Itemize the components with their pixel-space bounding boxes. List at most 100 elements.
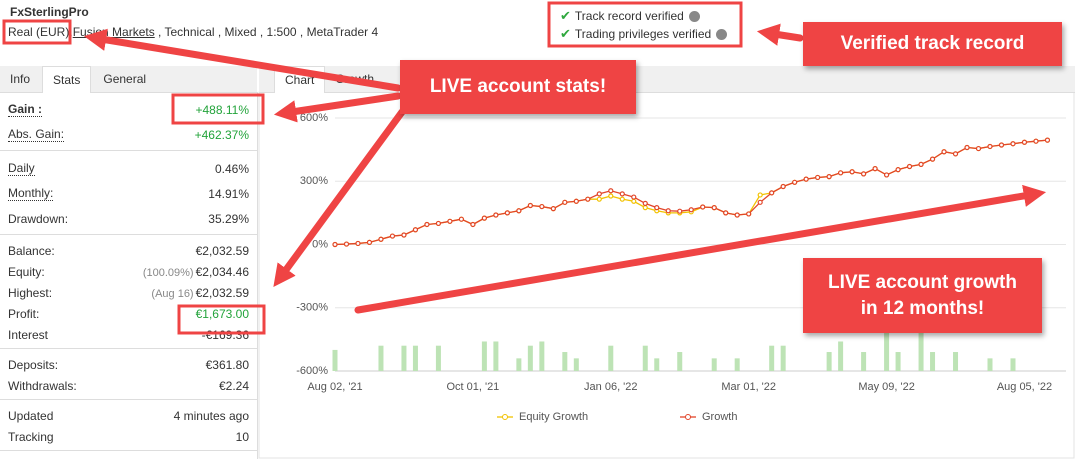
series-point [688,207,694,213]
volume-bar [734,358,740,371]
series-point [1021,139,1028,145]
stats-row: Drawdown: 35.29% [8,206,249,231]
volume-bar [435,345,441,371]
series-point [642,200,648,206]
series-point [1044,137,1051,143]
series-point [562,199,568,205]
series-point [458,216,465,222]
verification: ✔ Track record verified ✔ Trading privilege… [560,7,728,43]
series-point [493,212,499,218]
series-point [665,208,671,214]
series-point [792,179,798,185]
series-point [918,161,924,167]
stats-group: Gain : +488.11% Abs. Gain: +462.37% [0,92,257,151]
account-type: Real (EUR), [8,25,73,39]
tab[interactable]: Growth [335,72,375,86]
stats-value: 14.91% [208,186,249,201]
stats-row: Abs. Gain: +462.37% [8,122,249,147]
check-icon: ✔ [560,26,571,41]
stats-value: €2,032.59 [195,285,249,300]
stats-row: Equity: (100.09%) €2,034.46 [8,261,249,282]
left-tabs: Info Stats General [0,66,257,93]
stats-label: Monthly: [8,186,54,201]
series-point [860,171,867,177]
callout-text: Verified track record [840,33,1025,54]
broker-link[interactable]: Fusion Markets [72,25,155,39]
stats-value-wrap: 14.91% [208,187,249,201]
volume-bar [987,358,993,371]
stats-value-wrap: (Aug 16) €2,032.59 [151,286,249,300]
y-tick-label: 300% [300,175,328,187]
y-tick-label: -600% [296,365,328,377]
series-point [677,208,683,214]
volume-bar [677,352,683,371]
series-point [952,151,959,157]
stats-label: Tracking [8,429,54,444]
stats-value: +462.37% [194,127,249,142]
x-tick-label: Aug 02, '21 [307,381,362,393]
tab[interactable]: Info [10,72,31,86]
callout-text: in 12 months! [860,297,985,319]
stats-value: €1,673.00 [195,306,249,321]
stats-label: Daily [8,161,35,176]
series-point [596,196,602,202]
stats-note: (100.09%) [142,266,194,279]
stats-row: Highest: (Aug 16) €2,032.59 [8,282,249,303]
stats-row: Deposits: €361.80 [8,354,249,375]
volume-bar [493,341,499,371]
series-point [608,188,614,194]
series-point [401,232,407,238]
stats-value: 0.46% [214,161,249,176]
series-point [412,227,419,233]
series-point [780,183,786,190]
y-tick-label: 600% [300,112,328,124]
series-point [746,211,752,217]
stats-row: Daily 0.46% [8,156,249,181]
callout: Verified track record [803,22,1062,66]
series-point [883,172,890,178]
volume-bar [562,352,568,371]
volume-bar [1010,358,1016,371]
volume-bar [711,358,717,371]
stats-label: Balance: [8,243,55,258]
series-point [987,143,993,150]
legend-marker [685,414,691,420]
volume-bar [930,352,936,371]
series-point [366,239,373,245]
stats-value-wrap: €2.24 [219,379,249,393]
series-point [906,163,913,170]
stats-value: -€169.36 [201,327,249,342]
stats-value: 35.29% [208,211,249,226]
stats-row: Balance: €2,032.59 [8,240,249,261]
tab[interactable]: General [103,72,147,86]
volume-bar [769,345,775,371]
stats-row: Updated 4 minutes ago [8,405,249,426]
volume-bar [401,345,407,371]
series-point [654,205,660,211]
series-point [424,221,430,228]
series-point [815,174,821,181]
stats-label: Interest [8,327,49,342]
series-point [355,240,361,247]
account-title: FxSterlingPro [10,5,89,19]
stats-label: Withdrawals: [8,378,77,393]
series-point [378,236,384,242]
verification-text: Trading privileges verified [574,27,712,41]
series-point [711,205,717,211]
y-tick-label: 0% [312,238,328,250]
tab[interactable]: Stats [42,66,92,93]
series-point [1033,138,1039,144]
series-point [470,221,476,228]
stats-label: Gain : [8,102,43,117]
series-point [631,198,637,204]
callout-text: LIVE account growth [828,271,1017,293]
stats-value: 4 minutes ago [173,408,249,423]
legend-label: Equity Growth [519,411,588,423]
series-point [332,241,338,248]
volume-bar [861,352,867,371]
series-point [849,169,855,175]
stats-group: Balance: €2,032.59 Equity: (100.09%) €2,034.… [0,235,257,349]
tab[interactable]: Chart [274,66,326,93]
series-point [608,193,614,199]
stats-value-wrap: 10 [236,430,249,444]
